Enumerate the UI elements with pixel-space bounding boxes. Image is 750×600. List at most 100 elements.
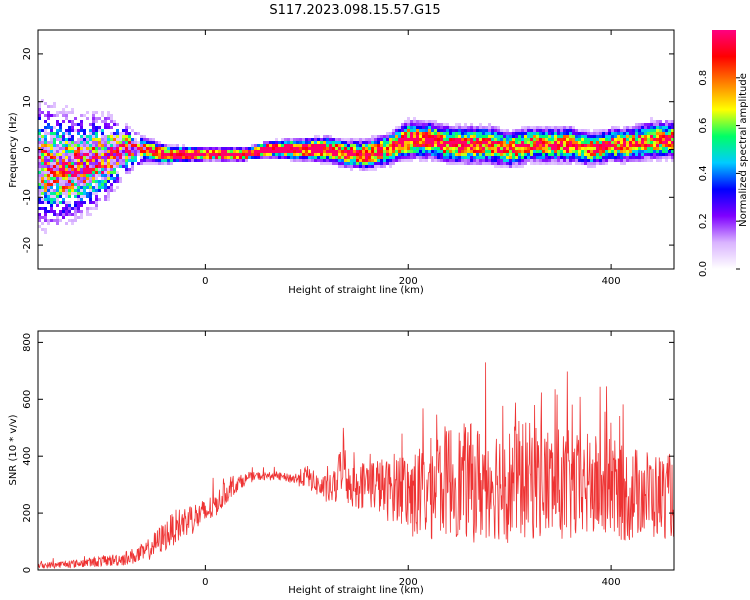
spectrogram-cell bbox=[92, 153, 95, 156]
spectrogram-cell bbox=[41, 189, 44, 192]
spectrogram-cell bbox=[71, 120, 74, 123]
spectrogram-cell bbox=[368, 153, 371, 156]
spectrogram-cell bbox=[512, 147, 515, 150]
spectrogram-cell bbox=[86, 210, 89, 213]
spectrogram-cell bbox=[377, 141, 380, 144]
spectrogram-cell bbox=[386, 138, 389, 141]
spectrogram-cell bbox=[638, 135, 641, 138]
spectrogram-cell bbox=[488, 141, 491, 144]
spectrogram-cell bbox=[86, 147, 89, 150]
spectrogram-cell bbox=[404, 153, 407, 156]
spectrogram-cell bbox=[143, 147, 146, 150]
spectrogram-cell bbox=[425, 159, 428, 162]
spectrogram-cell bbox=[488, 150, 491, 153]
spectrogram-cell bbox=[38, 102, 41, 105]
spectrogram-cell bbox=[119, 135, 122, 138]
spectrogram-cell bbox=[197, 159, 200, 162]
spectrogram-cell bbox=[536, 147, 539, 150]
spectrogram-cell bbox=[206, 156, 209, 159]
spectrogram-cell bbox=[461, 159, 464, 162]
spectrogram-cell bbox=[47, 156, 50, 159]
spectrogram-cell bbox=[152, 144, 155, 147]
spectrogram-cell bbox=[107, 189, 110, 192]
spectrogram-cell bbox=[623, 150, 626, 153]
spectrogram-cell bbox=[521, 147, 524, 150]
spectrogram-cell bbox=[404, 132, 407, 135]
spectrogram-cell bbox=[605, 153, 608, 156]
spectrogram-x-axis-label: Height of straight line (km) bbox=[288, 285, 424, 296]
spectrogram-cell bbox=[608, 150, 611, 153]
spectrogram-cell bbox=[467, 150, 470, 153]
spectrogram-cell bbox=[590, 144, 593, 147]
spectrogram-cell bbox=[47, 162, 50, 165]
spectrogram-cell bbox=[68, 192, 71, 195]
spectrogram-cell bbox=[407, 132, 410, 135]
spectrogram-cell bbox=[500, 132, 503, 135]
spectrogram-cell bbox=[479, 147, 482, 150]
spectrogram-cell bbox=[584, 138, 587, 141]
spectrogram-cell bbox=[521, 141, 524, 144]
spectrogram-cell bbox=[317, 156, 320, 159]
spectrogram-cell bbox=[599, 132, 602, 135]
spectrogram-cell bbox=[50, 150, 53, 153]
spectrogram-cell bbox=[377, 162, 380, 165]
spectrogram-cell bbox=[59, 210, 62, 213]
spectrogram-cell bbox=[281, 153, 284, 156]
spectrogram-cell bbox=[305, 144, 308, 147]
spectrogram-cell bbox=[77, 159, 80, 162]
spectrogram-cell bbox=[668, 147, 671, 150]
spectrogram-cell bbox=[44, 228, 47, 231]
spectrogram-cell bbox=[548, 144, 551, 147]
spectrogram-cell bbox=[413, 156, 416, 159]
spectrogram-cell bbox=[569, 162, 572, 165]
spectrogram-cell bbox=[59, 111, 62, 114]
spectrogram-cell bbox=[44, 180, 47, 183]
spectrogram-cell bbox=[650, 123, 653, 126]
spectrogram-cell bbox=[599, 144, 602, 147]
spectrogram-cell bbox=[86, 141, 89, 144]
spectrogram-cell bbox=[536, 141, 539, 144]
spectrogram-cell bbox=[230, 150, 233, 153]
spectrogram-cell bbox=[644, 147, 647, 150]
spectrogram-cell bbox=[518, 138, 521, 141]
spectrogram-cell bbox=[104, 144, 107, 147]
spectrogram-cell bbox=[416, 135, 419, 138]
spectrogram-cell bbox=[59, 123, 62, 126]
spectrogram-cell bbox=[587, 156, 590, 159]
spectrogram-cell bbox=[371, 168, 374, 171]
spectrogram-cell bbox=[506, 129, 509, 132]
spectrogram-cell bbox=[155, 159, 158, 162]
spectrogram-cell bbox=[530, 159, 533, 162]
spectrogram-cell bbox=[101, 153, 104, 156]
spectrogram-cell bbox=[656, 120, 659, 123]
spectrogram-cell bbox=[128, 126, 131, 129]
spectrogram-cell bbox=[512, 144, 515, 147]
spectrogram-cell bbox=[410, 141, 413, 144]
spectrogram-cell bbox=[491, 159, 494, 162]
spectrogram-cell bbox=[458, 138, 461, 141]
spectrogram-cell bbox=[449, 159, 452, 162]
spectrogram-cell bbox=[644, 153, 647, 156]
spectrogram-cell bbox=[365, 156, 368, 159]
spectrogram-cell bbox=[107, 159, 110, 162]
spectrogram-cell bbox=[671, 144, 674, 147]
spectrogram-cell bbox=[395, 156, 398, 159]
spectrogram-cell bbox=[659, 141, 662, 144]
spectrogram-cell bbox=[140, 144, 143, 147]
spectrogram-cell bbox=[71, 162, 74, 165]
spectrogram-cell bbox=[623, 138, 626, 141]
spectrogram-cell bbox=[659, 150, 662, 153]
spectrogram-cell bbox=[296, 153, 299, 156]
spectrogram-cell bbox=[338, 144, 341, 147]
spectrogram-cell bbox=[536, 162, 539, 165]
spectrogram-cell bbox=[71, 207, 74, 210]
spectrogram-cell bbox=[53, 105, 56, 108]
spectrogram-cell bbox=[41, 135, 44, 138]
spectrogram-cell bbox=[422, 132, 425, 135]
spectrogram-cell bbox=[566, 141, 569, 144]
spectrogram-cell bbox=[98, 180, 101, 183]
spectrogram-cell bbox=[518, 153, 521, 156]
spectrogram-cell bbox=[671, 138, 674, 141]
spectrogram-cell bbox=[521, 132, 524, 135]
spectrogram-cell bbox=[50, 105, 53, 108]
